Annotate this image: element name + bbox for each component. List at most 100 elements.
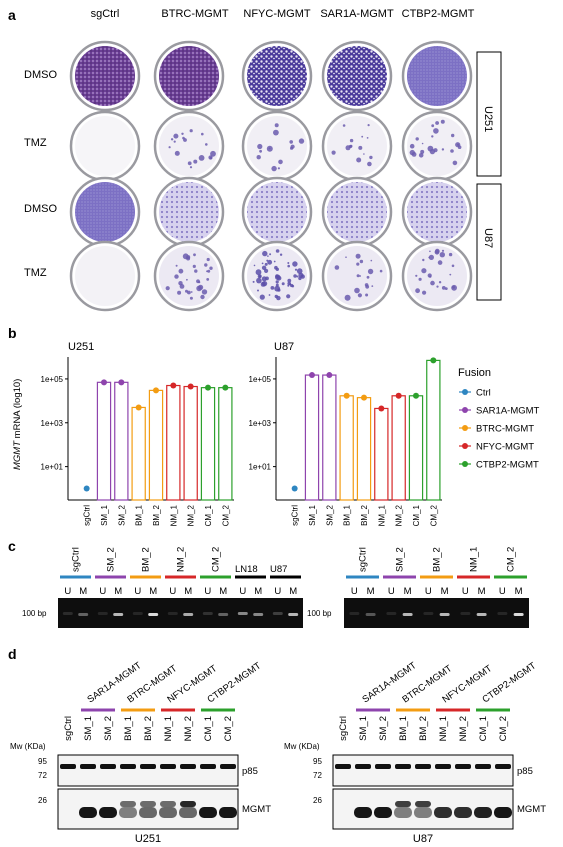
culture-dish <box>153 110 225 182</box>
blot-band <box>220 764 236 769</box>
col-label-1: sgCtrl <box>91 8 120 20</box>
gel-lane-u: U <box>64 586 71 597</box>
gel-lane-u: U <box>351 586 358 597</box>
bar <box>339 395 354 501</box>
gel-marker-label: 100 bp <box>22 609 47 618</box>
svg-text:Ctrl: Ctrl <box>476 388 491 399</box>
culture-dish <box>69 110 141 182</box>
blot-band <box>199 807 217 818</box>
x-tick-label: SM_1 <box>100 504 109 525</box>
data-point <box>326 372 333 379</box>
blot-band <box>179 807 197 818</box>
dish-grid <box>69 40 473 312</box>
culture-dish <box>321 176 393 248</box>
culture-dish <box>401 110 473 182</box>
gel-band <box>253 613 264 616</box>
data-point <box>222 384 229 391</box>
blot-lane-label: BM_2 <box>143 716 154 741</box>
bar <box>166 384 181 501</box>
gel-band <box>513 613 524 616</box>
blot-band <box>119 807 137 818</box>
gel-lane-m: M <box>114 586 122 597</box>
gel-band <box>288 613 299 616</box>
blot-lane-label: BM_1 <box>123 716 134 741</box>
gel-band <box>113 613 124 616</box>
gel-lane-group-label: NM_2 <box>176 547 187 572</box>
gel-band <box>349 612 360 615</box>
blot-lane-label: SM_2 <box>103 716 114 741</box>
blot-band <box>120 801 136 807</box>
col-label-2: BTRC-MGMT <box>161 8 228 20</box>
x-tick-label: BM_2 <box>152 504 161 525</box>
blot-band <box>474 807 492 818</box>
data-point <box>205 384 211 391</box>
gel-lane-group-label: CM_2 <box>506 547 517 572</box>
gel-lane-u: U <box>239 586 246 597</box>
blot-lane-label: sgCtrl <box>338 716 349 741</box>
gel-lane-m: M <box>184 586 192 597</box>
mw-marker: 95 <box>313 757 322 766</box>
gel-band <box>476 613 487 616</box>
data-point <box>153 387 159 394</box>
data-point <box>378 405 385 412</box>
blot-band <box>415 801 431 807</box>
blot-lane-label: NM_2 <box>183 716 194 741</box>
row-label-1: DMSO <box>24 69 57 81</box>
gel-lane-m: M <box>367 586 375 597</box>
blot-band <box>140 764 156 769</box>
panel-label-a: a <box>8 7 16 23</box>
culture-dish <box>241 40 313 112</box>
culture-dish <box>321 240 393 312</box>
blot-band <box>120 764 136 769</box>
gel-lane-group-label: BM_2 <box>141 547 152 572</box>
bar <box>356 397 372 501</box>
bar <box>183 385 198 501</box>
blot-band <box>99 807 117 818</box>
gel-lane-m: M <box>404 586 412 597</box>
culture-dish <box>69 240 141 312</box>
legend-item: NFYC-MGMT <box>459 442 534 453</box>
gel-lane-u: U <box>388 586 395 597</box>
data-point <box>101 379 107 386</box>
x-tick-label: CM_2 <box>429 504 438 526</box>
x-tick-label: CM_1 <box>412 504 421 526</box>
svg-text:BTRC-MGMT: BTRC-MGMT <box>476 424 534 435</box>
blot-band <box>395 801 411 807</box>
blot-lane-label: BM_2 <box>418 716 429 741</box>
blot-lane-label: BM_1 <box>398 716 409 741</box>
data-point <box>361 394 367 401</box>
mw-marker: 26 <box>313 796 322 805</box>
culture-dish <box>401 176 473 248</box>
bar <box>200 387 216 501</box>
gel-lane-m: M <box>219 586 227 597</box>
blot-band <box>354 807 372 818</box>
bar <box>322 374 337 501</box>
gel-band <box>62 612 73 615</box>
blot-band <box>335 764 351 769</box>
gel-lane-group-label: BM_2 <box>432 547 443 572</box>
y-tick-label: 1e+05 <box>249 375 272 384</box>
blot-band <box>159 807 177 818</box>
group-box-u251 <box>476 51 502 177</box>
gel-lane-m: M <box>289 586 297 597</box>
gel-lane-m: M <box>79 586 87 597</box>
gel-band <box>402 613 413 616</box>
gel-lane-group-label: NM_1 <box>469 547 480 572</box>
x-tick-label: CM_1 <box>204 504 213 526</box>
gel-lane-u: U <box>425 586 432 597</box>
gel-marker-label: 100 bp <box>307 609 332 618</box>
blot-lane-label: SM_2 <box>378 716 389 741</box>
blot-band <box>100 764 116 769</box>
col-label-5: CTBP2-MGMT <box>402 8 475 20</box>
bar-chart-u251: 1e+01 1e+03 1e+05 sgCtrl SM_1 SM_2 BM_1 BM_2 NM_… <box>41 357 234 526</box>
gel-lane-u: U <box>274 586 281 597</box>
x-tick-label: NM_2 <box>187 504 196 526</box>
gel-lane-u: U <box>499 586 506 597</box>
culture-dish <box>401 40 473 112</box>
culture-dish <box>401 240 473 312</box>
culture-dish <box>69 176 141 248</box>
gel-lane-group-label: sgCtrl <box>358 547 369 572</box>
gel-lane-m: M <box>441 586 449 597</box>
gel-lane-u: U <box>134 586 141 597</box>
bar <box>426 359 441 501</box>
